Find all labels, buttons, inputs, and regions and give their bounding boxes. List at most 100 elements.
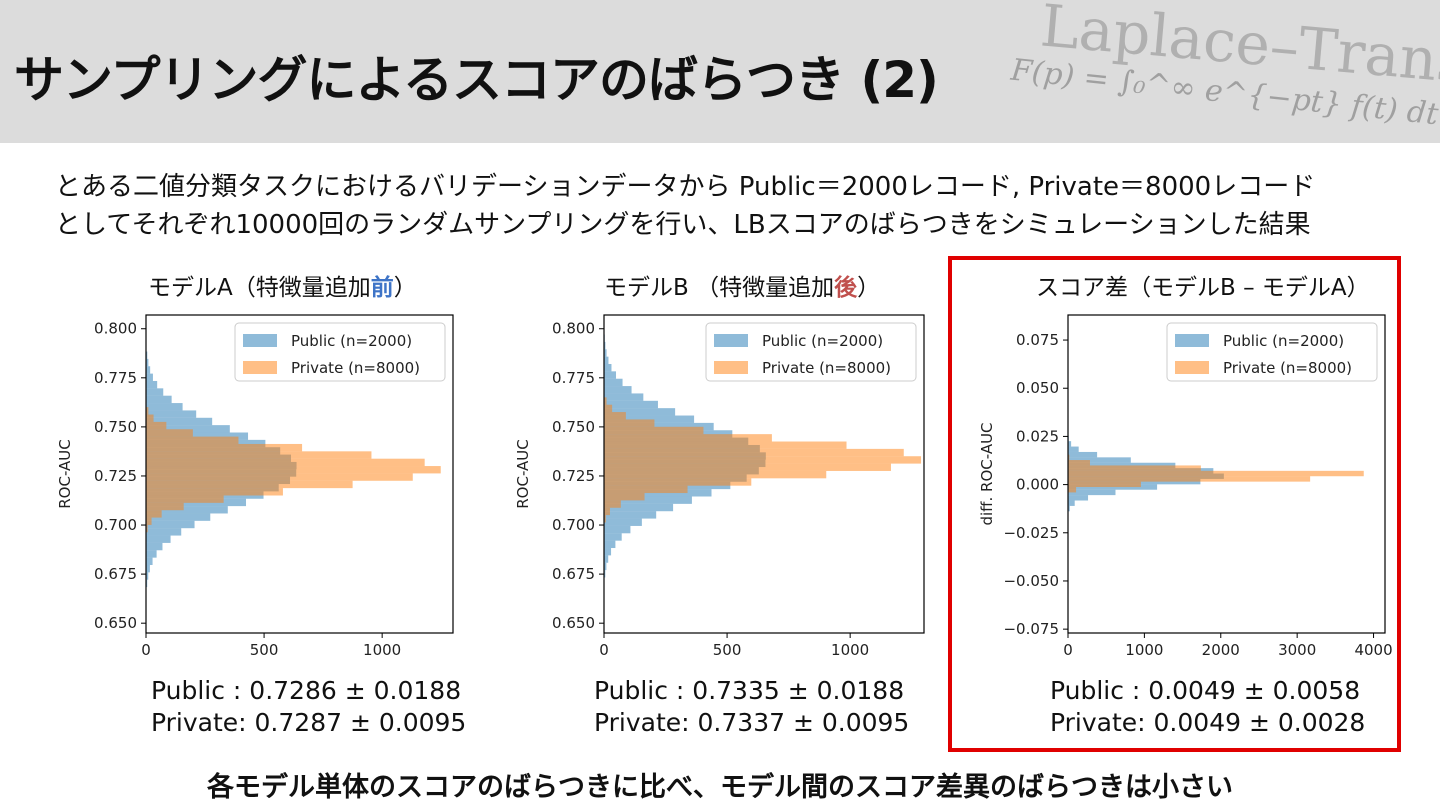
- histogram-bar: [146, 458, 425, 467]
- legend-swatch: [1175, 361, 1209, 374]
- y-tick-label: 0.650: [94, 614, 137, 632]
- panel-title-text-end: ）: [393, 275, 417, 301]
- x-tick-label: 1000: [1125, 641, 1163, 659]
- histogram-bar: [146, 542, 163, 551]
- histogram-bar: [604, 533, 622, 541]
- histogram-bar: [604, 555, 609, 563]
- y-axis-label: ROC-AUC: [56, 439, 74, 509]
- histogram-model-a: 0.650 0.675 0.700 0.725 0.750 0.775 0.800 0 500 1…: [56, 314, 454, 659]
- histogram-bar: [604, 518, 642, 526]
- y-tick-label: 0.800: [94, 320, 137, 338]
- plot-frame: [1067, 314, 1386, 634]
- histogram-bar: [604, 441, 847, 449]
- histogram-bar: [146, 414, 154, 422]
- histogram-bar: [146, 388, 164, 396]
- histogram-bar: [604, 507, 610, 516]
- y-tick-label: 0.800: [552, 320, 595, 338]
- stat-private-model-b: Private: 0.7337 ± 0.0095: [594, 708, 910, 737]
- panel-title-text: モデルB （特徴量追加: [604, 275, 835, 301]
- histogram-bar: [604, 525, 631, 534]
- panel-title-highlight: 前: [370, 275, 394, 301]
- histogram-bar: [146, 425, 230, 433]
- y-tick-label: 0.075: [1016, 331, 1059, 349]
- x-tick-label: 2000: [1202, 641, 1240, 659]
- stat-private-model-a: Private: 0.7287 ± 0.0095: [151, 708, 467, 737]
- y-tick-label: 0.675: [552, 565, 595, 583]
- x-tick-label: 1000: [363, 641, 401, 659]
- histogram-bar: [1068, 441, 1072, 447]
- histogram-bar: [604, 412, 626, 420]
- y-axis-label: ROC-AUC: [514, 439, 532, 509]
- histogram-bar: [146, 513, 211, 521]
- panel-title-model-b: モデルB （特徴量追加後）: [604, 268, 880, 302]
- legend-label: Private (n=8000): [1223, 359, 1352, 377]
- x-tick-label: 500: [713, 641, 742, 659]
- histogram-bar: [604, 493, 645, 501]
- panel-title-text: モデルA（特徴量追加: [148, 275, 371, 301]
- plot-frame: [603, 314, 925, 634]
- y-tick-label: 0.700: [552, 516, 595, 534]
- histogram-series-private: [604, 397, 922, 523]
- histogram-bar: [146, 520, 195, 529]
- histogram-bar: [604, 378, 623, 387]
- histogram-bar: [604, 404, 613, 413]
- histogram-bar: [146, 572, 149, 580]
- histogram-bar: [146, 480, 353, 489]
- legend-swatch: [714, 361, 748, 374]
- histogram-bar: [604, 349, 607, 357]
- histogram-bar: [146, 473, 413, 481]
- histogram-bar: [146, 373, 153, 381]
- y-tick-label: 0.750: [552, 418, 595, 436]
- y-tick-label: 0.675: [94, 565, 137, 583]
- histogram-bar: [146, 517, 152, 525]
- histogram-bar: [604, 470, 827, 479]
- stat-public-model-a: Public : 0.7286 ± 0.0188: [151, 676, 462, 705]
- y-tick-label: −0.050: [1003, 572, 1059, 590]
- stat-private-diff: Private: 0.0049 ± 0.0028: [1050, 708, 1366, 737]
- panel-title-score-diff: スコア差（モデルB – モデルA）: [1036, 268, 1370, 302]
- histogram-model-b: 0.650 0.675 0.700 0.725 0.750 0.775 0.800 0 500 1…: [514, 314, 925, 659]
- histogram-bar: [146, 466, 441, 474]
- histogram-bar: [604, 448, 904, 457]
- histogram-bar: [1068, 465, 1201, 471]
- x-tick-label: 0: [141, 641, 151, 659]
- histogram-score-diff: −0.075 −0.050 −0.025 0.000 0.025 0.050 0.075 0 1…: [978, 314, 1393, 659]
- histogram-bar: [604, 478, 752, 486]
- y-tick-label: 0.650: [552, 614, 595, 632]
- histogram-bar: [146, 432, 249, 440]
- histogram-bar: [604, 386, 632, 394]
- histogram-bar: [1068, 457, 1131, 463]
- histogram-bar: [146, 417, 213, 426]
- legend: Public (n=2000) Private (n=8000): [705, 322, 917, 382]
- histogram-bar: [604, 400, 658, 409]
- x-tick-label: 500: [250, 641, 279, 659]
- histogram-bar: [604, 511, 657, 519]
- histogram-bar: [146, 557, 153, 566]
- y-tick-label: −0.025: [1003, 524, 1059, 542]
- histogram-bar: [604, 393, 644, 401]
- histogram-bar: [146, 429, 193, 437]
- histogram-bar: [604, 540, 616, 549]
- legend-label: Public (n=2000): [291, 332, 412, 350]
- histogram-bar: [604, 500, 621, 508]
- y-tick-label: 0.725: [94, 467, 137, 485]
- histogram-bar: [146, 351, 148, 359]
- histogram-bar: [146, 421, 167, 430]
- histogram-bar: [146, 535, 171, 543]
- histogram-bar: [146, 524, 148, 533]
- histogram-bar: [604, 356, 609, 364]
- y-tick-label: 0.775: [552, 369, 595, 387]
- slide-title: サンプリングによるスコアのばらつき (2): [14, 51, 939, 109]
- histogram-bar: [604, 496, 692, 504]
- legend-label: Private (n=8000): [762, 359, 891, 377]
- x-tick-label: 4000: [1354, 641, 1392, 659]
- legend: Public (n=2000) Private (n=8000): [1166, 322, 1378, 382]
- header-banner: Laplace–Trans F(p) = ∫₀^∞ e^{−pt} f(t) d…: [0, 0, 1440, 143]
- histogram-bar: [146, 510, 162, 518]
- histogram-bar: [1068, 484, 1158, 490]
- histogram-bar: [146, 410, 197, 418]
- legend-swatch: [243, 361, 277, 374]
- histogram-bar: [146, 358, 149, 367]
- histogram-bar: [604, 397, 607, 405]
- histogram-bar: [1068, 451, 1098, 458]
